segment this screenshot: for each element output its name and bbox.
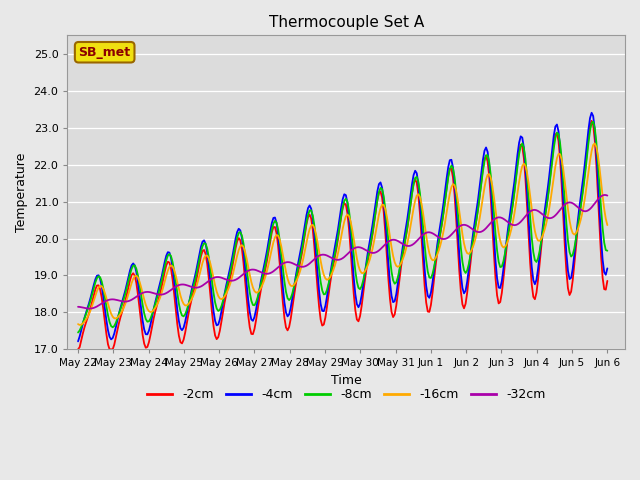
Y-axis label: Temperature: Temperature (15, 153, 28, 232)
Text: SB_met: SB_met (79, 46, 131, 59)
X-axis label: Time: Time (331, 374, 362, 387)
Title: Thermocouple Set A: Thermocouple Set A (269, 15, 424, 30)
Legend: -2cm, -4cm, -8cm, -16cm, -32cm: -2cm, -4cm, -8cm, -16cm, -32cm (142, 383, 550, 406)
